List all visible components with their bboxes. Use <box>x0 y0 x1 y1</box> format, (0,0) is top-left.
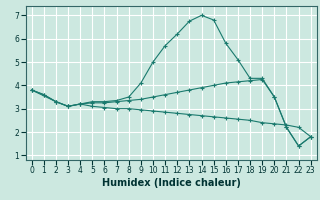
X-axis label: Humidex (Indice chaleur): Humidex (Indice chaleur) <box>102 178 241 188</box>
